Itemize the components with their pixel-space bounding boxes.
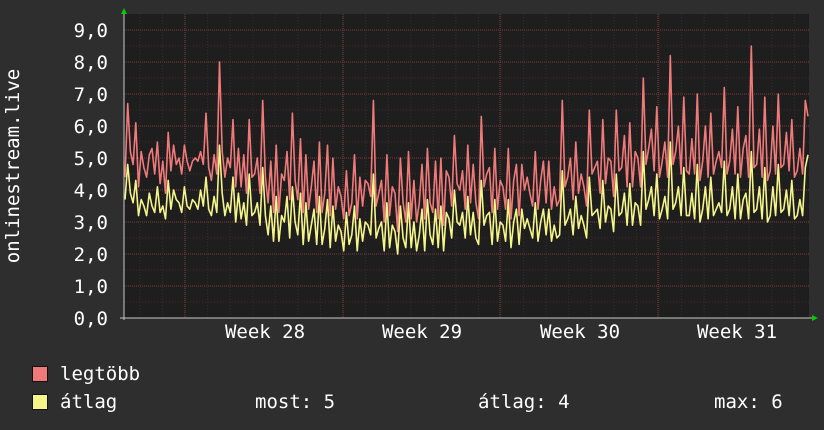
x-tick-label: Week 28: [225, 321, 305, 343]
legend-item-avg: átlag: [32, 392, 117, 412]
y-tick-label: 0,0: [74, 308, 108, 330]
y-tick-label: 3,0: [74, 212, 108, 234]
grid-lines: [124, 14, 809, 318]
y-tick-label: 9,0: [74, 20, 108, 42]
y-axis-arrow: [121, 8, 127, 14]
y-tick-label: 6,0: [74, 116, 108, 138]
y-tick-label: 7,0: [74, 84, 108, 106]
y-tick-label: 5,0: [74, 148, 108, 170]
y-tick-label: 1,0: [74, 276, 108, 298]
y-axis-label: onlinestream.live: [2, 69, 24, 263]
legend-swatch-max: [32, 366, 48, 382]
stat-current: most: 5: [255, 391, 336, 413]
x-axis-ticks: Week 28 Week 29 Week 30 Week 31: [225, 321, 777, 343]
series-line-avg: [124, 141, 809, 255]
y-axis-ticks: 0,0 1,0 2,0 3,0 4,0 5,0 6,0 7,0 8,0 9,0: [74, 20, 108, 330]
x-tick-label: Week 29: [382, 321, 462, 343]
legend-swatch-avg: [32, 394, 48, 410]
legend-item-max: legtöbb: [32, 364, 140, 384]
x-tick-label: Week 30: [540, 321, 620, 343]
series-group: [124, 45, 809, 255]
legend-label-max: legtöbb: [60, 363, 141, 385]
x-tick-label: Week 31: [697, 321, 777, 343]
legend-label-avg: átlag: [60, 391, 118, 413]
stat-max: max: 6: [714, 391, 783, 413]
y-tick-label: 4,0: [74, 180, 108, 202]
y-tick-label: 2,0: [74, 244, 108, 266]
series-line-max: [124, 45, 809, 233]
stat-average: átlag: 4: [478, 391, 570, 413]
x-axis-arrow: [812, 315, 818, 321]
y-tick-label: 8,0: [74, 52, 108, 74]
